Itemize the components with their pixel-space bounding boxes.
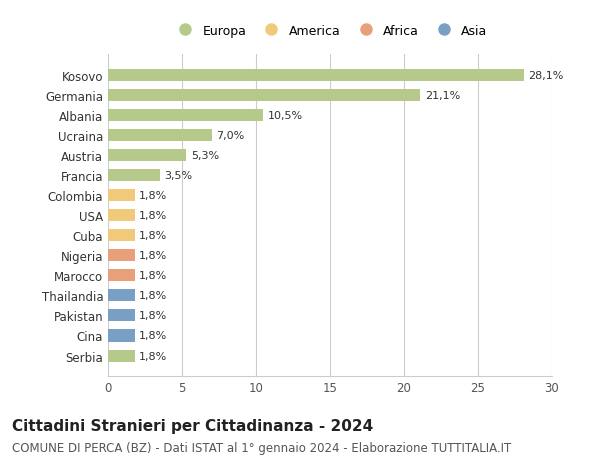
Text: 7,0%: 7,0% xyxy=(216,131,244,141)
Text: Cittadini Stranieri per Cittadinanza - 2024: Cittadini Stranieri per Cittadinanza - 2… xyxy=(12,418,373,433)
Bar xyxy=(108,210,134,222)
Bar xyxy=(108,290,134,302)
Text: 1,8%: 1,8% xyxy=(139,271,167,281)
Legend: Europa, America, Africa, Asia: Europa, America, Africa, Asia xyxy=(167,20,493,43)
Text: 1,8%: 1,8% xyxy=(139,331,167,341)
Text: 1,8%: 1,8% xyxy=(139,351,167,361)
Bar xyxy=(108,230,134,242)
Bar xyxy=(108,270,134,282)
Text: 1,8%: 1,8% xyxy=(139,231,167,241)
Text: 1,8%: 1,8% xyxy=(139,251,167,261)
Text: 5,3%: 5,3% xyxy=(191,151,219,161)
Bar xyxy=(108,110,263,122)
Text: 1,8%: 1,8% xyxy=(139,311,167,321)
Bar xyxy=(108,330,134,342)
Bar xyxy=(108,190,134,202)
Bar xyxy=(108,250,134,262)
Bar xyxy=(108,90,420,102)
Text: COMUNE DI PERCA (BZ) - Dati ISTAT al 1° gennaio 2024 - Elaborazione TUTTITALIA.I: COMUNE DI PERCA (BZ) - Dati ISTAT al 1° … xyxy=(12,441,511,453)
Bar xyxy=(108,350,134,362)
Text: 21,1%: 21,1% xyxy=(425,91,460,101)
Bar xyxy=(108,130,212,142)
Text: 1,8%: 1,8% xyxy=(139,291,167,301)
Text: 10,5%: 10,5% xyxy=(268,111,303,121)
Text: 3,5%: 3,5% xyxy=(164,171,193,181)
Text: 28,1%: 28,1% xyxy=(529,71,563,81)
Bar xyxy=(108,310,134,322)
Bar xyxy=(108,170,160,182)
Bar xyxy=(108,150,187,162)
Text: 1,8%: 1,8% xyxy=(139,191,167,201)
Text: 1,8%: 1,8% xyxy=(139,211,167,221)
Bar xyxy=(108,70,524,82)
